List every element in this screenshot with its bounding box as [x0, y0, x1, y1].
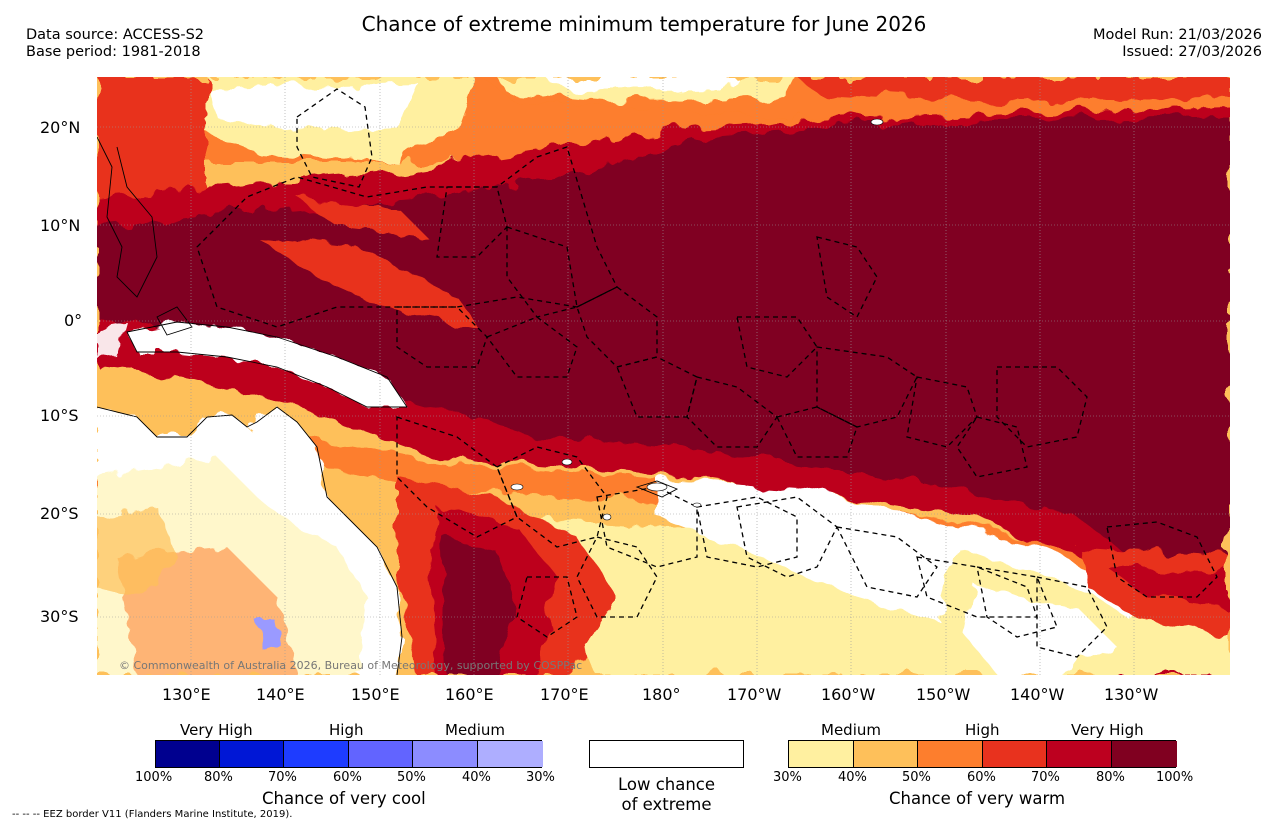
warm-tick-60: 60% — [967, 770, 996, 785]
lat-label-30s: 30°S — [40, 607, 79, 626]
warm-swatch-3 — [918, 741, 983, 767]
cool-swatch-4 — [349, 741, 413, 767]
islands — [510, 118, 884, 521]
warm-tick-100: 100% — [1156, 770, 1194, 785]
eez-footnote: -- -- -- EEZ border V11 (Flanders Marine… — [12, 809, 293, 820]
warm-tick-80: 80% — [1096, 770, 1125, 785]
probability-field — [97, 77, 1230, 675]
warm-swatch-5 — [1047, 741, 1112, 767]
map-svg: © Commonwealth of Australia 2026, Bureau… — [97, 77, 1230, 675]
warm-band-very-high: Very High — [1071, 721, 1144, 739]
cool-tick-100: 100% — [135, 770, 173, 785]
lat-label-20n: 20°N — [40, 118, 81, 137]
cool-tick-80: 80% — [204, 770, 233, 785]
cool-tick-30: 30% — [526, 770, 555, 785]
warm-tick-40: 40% — [838, 770, 867, 785]
coastlines — [97, 136, 679, 675]
lon-label-130e: 130°E — [162, 685, 211, 704]
warm-tick-70: 70% — [1031, 770, 1060, 785]
graticule — [97, 77, 1230, 675]
lon-label-160w: 160°W — [821, 685, 876, 704]
base-period-text: Base period: 1981-2018 — [26, 44, 201, 60]
data-source-text: Data source: ACCESS-S2 — [26, 27, 205, 43]
forecast-map: © Commonwealth of Australia 2026, Bureau… — [97, 77, 1230, 675]
neutral-caption-line1: Low chance — [617, 775, 716, 794]
warm-caption: Chance of very warm — [889, 789, 1066, 808]
warm-swatch-4 — [983, 741, 1047, 767]
lat-label-0: 0° — [64, 311, 83, 330]
warm-tick-30: 30% — [773, 770, 802, 785]
cool-swatch-5 — [413, 741, 478, 767]
lon-label-150w: 150°W — [916, 685, 971, 704]
cool-band-very-high: Very High — [180, 721, 253, 739]
lat-label-10s: 10°S — [40, 406, 79, 425]
lon-label-130w: 130°W — [1104, 685, 1159, 704]
map-title: Chance of extreme minimum temperature fo… — [361, 12, 927, 36]
warm-band-medium: Medium — [821, 721, 881, 739]
warm-swatch-1 — [789, 741, 854, 767]
cool-caption: Chance of very cool — [262, 789, 426, 808]
cool-swatch-3 — [284, 741, 349, 767]
issued-date-text: Issued: 27/03/2026 — [1122, 44, 1262, 60]
cool-band-high: High — [329, 721, 364, 739]
cool-swatch-6 — [478, 741, 543, 767]
cool-tick-40: 40% — [462, 770, 491, 785]
warm-band-high: High — [965, 721, 1000, 739]
metadata-left: Data source: ACCESS-S2 Base period: 1981… — [26, 27, 204, 61]
cool-tick-60: 60% — [333, 770, 362, 785]
cool-colorbar — [155, 740, 543, 768]
cool-tick-50: 50% — [397, 770, 426, 785]
model-run-text: Model Run: 21/03/2026 — [1092, 27, 1262, 43]
copyright-text: © Commonwealth of Australia 2026, Bureau… — [119, 659, 582, 672]
lon-label-140w: 140°W — [1010, 685, 1065, 704]
eez-borders — [196, 88, 1218, 658]
cool-swatch-2 — [220, 741, 284, 767]
lat-label-10n: 10°N — [40, 216, 81, 235]
lon-label-160e: 160°E — [445, 685, 494, 704]
lon-label-180: 180° — [642, 685, 681, 704]
lon-label-170e: 170°E — [540, 685, 589, 704]
lat-label-20s: 20°S — [40, 504, 79, 523]
warm-swatch-6 — [1112, 741, 1177, 767]
lon-label-170w: 170°W — [727, 685, 782, 704]
cool-tick-70: 70% — [268, 770, 297, 785]
warm-colorbar — [788, 740, 1177, 768]
warm-tick-50: 50% — [902, 770, 931, 785]
lon-label-140e: 140°E — [256, 685, 305, 704]
cool-swatch-1 — [156, 741, 220, 767]
metadata-right: Model Run: 21/03/2026 Issued: 27/03/2026 — [1093, 27, 1262, 61]
neutral-caption: Low chance of extreme — [589, 775, 744, 815]
lon-label-150e: 150°E — [351, 685, 400, 704]
neutral-caption-line2: of extreme — [621, 795, 712, 814]
neutral-swatch — [589, 740, 744, 768]
cool-band-medium: Medium — [445, 721, 505, 739]
warm-swatch-2 — [854, 741, 918, 767]
